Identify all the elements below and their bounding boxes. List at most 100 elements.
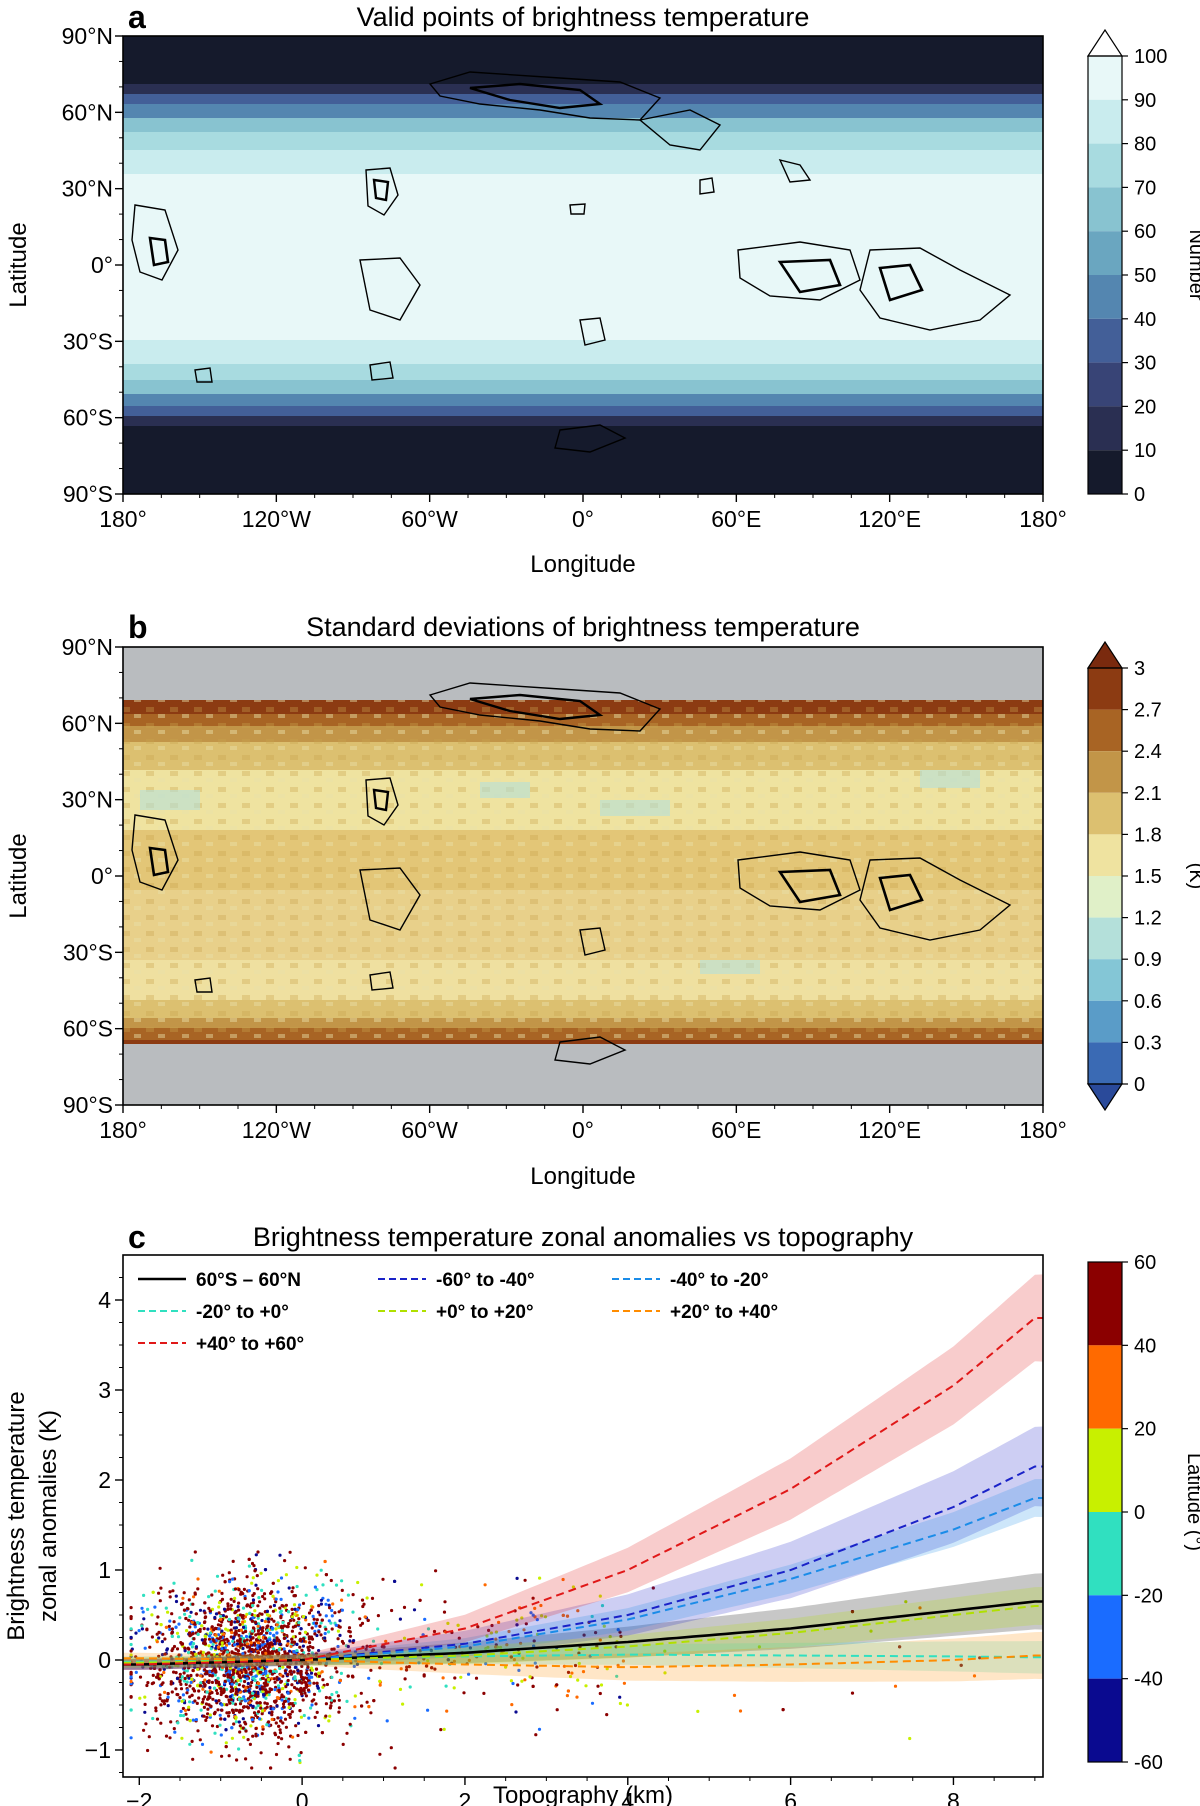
- scatter-point: [303, 1691, 307, 1695]
- scatter-point: [154, 1706, 158, 1710]
- scatter-point: [346, 1593, 350, 1597]
- scatter-point: [183, 1676, 187, 1681]
- scatter-point: [324, 1714, 328, 1718]
- scatter-point: [622, 1681, 627, 1685]
- scatter-point: [273, 1687, 277, 1692]
- scatter-point: [254, 1726, 258, 1731]
- scatter-point: [236, 1649, 240, 1653]
- scatter-point: [348, 1634, 353, 1638]
- scatter-point: [160, 1682, 164, 1686]
- scatter-point: [534, 1733, 538, 1737]
- scatter-point: [239, 1590, 243, 1594]
- scatter-point: [255, 1701, 259, 1705]
- scatter-point: [520, 1616, 524, 1620]
- scatter-point: [210, 1653, 214, 1657]
- scatter-point: [162, 1702, 167, 1706]
- scatter-point: [168, 1627, 172, 1631]
- scatter-point: [217, 1699, 221, 1703]
- scatter-point: [283, 1662, 287, 1666]
- scatter-point: [185, 1669, 189, 1673]
- scatter-point: [320, 1670, 324, 1674]
- scatter-point: [180, 1699, 184, 1703]
- scatter-point: [286, 1610, 291, 1614]
- scatter-point: [158, 1693, 162, 1697]
- scatter-point: [230, 1678, 234, 1682]
- scatter-point: [258, 1645, 262, 1649]
- scatter-point: [225, 1643, 229, 1647]
- scatter-point: [141, 1665, 145, 1669]
- scatter-point: [288, 1649, 292, 1653]
- scatter-point: [328, 1714, 332, 1718]
- scatter-point: [313, 1585, 317, 1589]
- scatter-point: [219, 1635, 223, 1639]
- scatter-point: [166, 1695, 170, 1699]
- scatter-point: [908, 1736, 912, 1741]
- scatter-point: [254, 1706, 258, 1710]
- scatter-point: [237, 1720, 241, 1724]
- scatter-point: [286, 1699, 290, 1703]
- colorbar-swatch: [1088, 99, 1122, 144]
- scatter-point: [251, 1734, 255, 1738]
- scatter-point: [218, 1723, 222, 1727]
- scatter-point: [283, 1717, 288, 1721]
- scatter-point: [176, 1721, 180, 1725]
- scatter-point: [244, 1686, 248, 1690]
- scatter-point: [254, 1734, 258, 1738]
- scatter-point: [247, 1564, 251, 1568]
- scatter-point: [224, 1745, 228, 1749]
- scatter-point: [514, 1710, 518, 1714]
- scatter-point: [184, 1682, 188, 1686]
- scatter-point: [577, 1661, 581, 1666]
- scatter-point: [170, 1690, 174, 1694]
- legend-label: +40° to +60°: [196, 1334, 304, 1355]
- scatter-point: [271, 1626, 275, 1630]
- scatter-point: [188, 1719, 192, 1723]
- panel-b-xlabel: Longitude: [530, 1163, 635, 1190]
- scatter-point: [292, 1670, 296, 1674]
- scatter-point: [245, 1638, 249, 1642]
- scatter-point: [504, 1665, 508, 1669]
- scatter-point: [278, 1610, 282, 1614]
- scatter-point: [160, 1699, 164, 1703]
- scatter-point: [441, 1676, 445, 1680]
- scatter-point: [247, 1557, 251, 1561]
- scatter-point: [257, 1596, 261, 1600]
- scatter-point: [529, 1611, 533, 1615]
- scatter-point: [256, 1624, 260, 1628]
- scatter-point: [576, 1678, 580, 1682]
- scatter-point: [371, 1639, 376, 1643]
- scatter-point: [532, 1639, 536, 1643]
- scatter-point: [250, 1581, 254, 1585]
- scatter-point: [326, 1598, 330, 1602]
- colorbar-swatch: [1088, 187, 1122, 232]
- scatter-point: [195, 1673, 199, 1677]
- scatter-point: [179, 1602, 184, 1606]
- scatter-point: [323, 1639, 327, 1643]
- x-tick-label: 0: [296, 1788, 309, 1806]
- scatter-point: [233, 1643, 237, 1647]
- scatter-point: [176, 1635, 181, 1639]
- scatter-point: [340, 1588, 344, 1592]
- scatter-point: [256, 1604, 260, 1608]
- scatter-point: [193, 1699, 197, 1703]
- scatter-point: [251, 1655, 255, 1659]
- scatter-point: [462, 1691, 466, 1695]
- scatter-point: [279, 1719, 283, 1723]
- scatter-point: [317, 1671, 321, 1675]
- lon-tick-label: 120°E: [858, 506, 921, 532]
- scatter-point: [318, 1661, 322, 1665]
- scatter-point: [163, 1690, 167, 1694]
- scatter-point: [230, 1726, 234, 1730]
- scatter-point: [203, 1620, 207, 1624]
- scatter-point: [248, 1611, 252, 1615]
- scatter-point: [340, 1608, 344, 1612]
- scatter-point: [598, 1594, 602, 1598]
- scatter-point: [282, 1710, 286, 1714]
- scatter-point: [430, 1666, 434, 1670]
- scatter-point: [308, 1681, 312, 1685]
- scatter-point: [286, 1691, 290, 1695]
- colorbar-arrow-bottom: [1086, 1083, 1124, 1112]
- scatter-point: [248, 1742, 252, 1746]
- scatter-point: [256, 1614, 260, 1618]
